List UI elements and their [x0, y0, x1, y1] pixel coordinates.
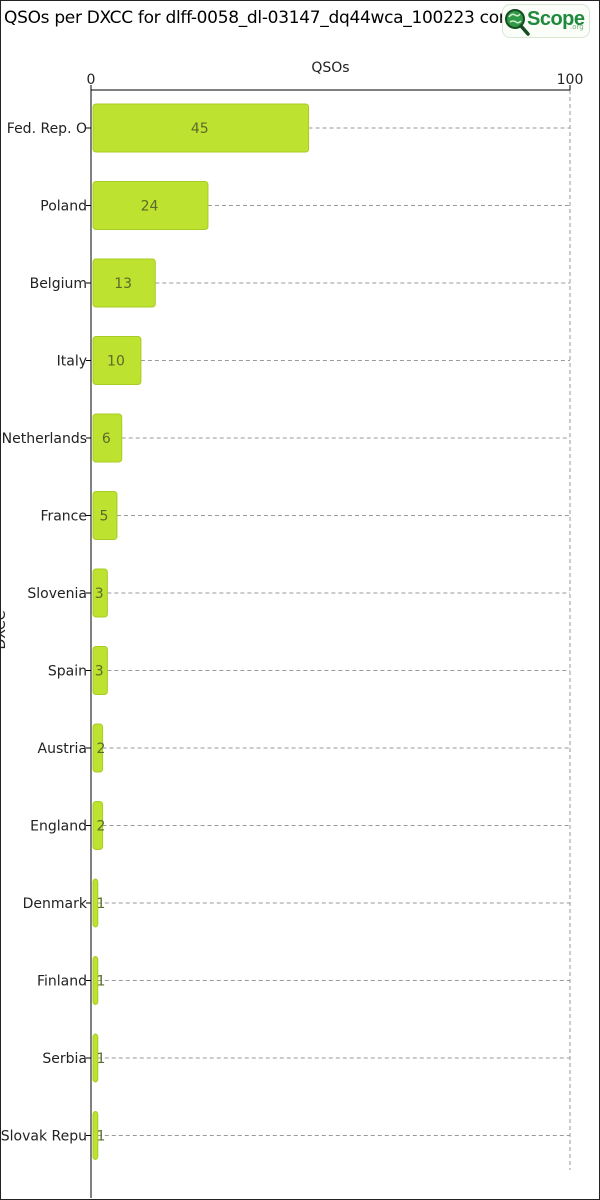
- data-label: 3: [95, 664, 104, 680]
- bar-12: [92, 1033, 99, 1083]
- category-label: Finland: [37, 974, 87, 990]
- category-label: Fed. Rep. O: [7, 121, 87, 137]
- category-label: England: [30, 819, 87, 835]
- grid-lines: [97, 90, 571, 1170]
- bar-5: [92, 491, 118, 540]
- bar-13: [92, 1111, 99, 1160]
- bar-3: [92, 336, 142, 385]
- logo-text: Scope: [527, 8, 585, 30]
- bar-8: [92, 723, 104, 773]
- data-label: 1: [97, 896, 106, 912]
- data-label: 10: [107, 354, 125, 370]
- category-label: Denmark: [23, 896, 88, 912]
- category-label: Italy: [57, 354, 87, 370]
- data-label: 1: [97, 974, 106, 990]
- data-label: 24: [141, 199, 159, 215]
- x-axis-title: QSOs: [311, 60, 349, 76]
- axes: [86, 85, 571, 1198]
- data-label: 45: [191, 121, 209, 137]
- bar-4: [92, 413, 123, 463]
- bars: [92, 103, 310, 1160]
- category-label: Austria: [38, 741, 87, 757]
- data-label: 1: [97, 1129, 106, 1145]
- x-tick-label: 100: [557, 72, 584, 88]
- bar-2: [92, 258, 156, 308]
- category-label: Netherlands: [2, 431, 87, 447]
- bar-10: [92, 878, 99, 928]
- labels: 0 100 QSOs DXCC Fed. Rep. O 45 Poland 24 Belgium…: [0, 60, 583, 1145]
- data-label: 3: [95, 586, 104, 602]
- bar-0: [92, 103, 310, 153]
- data-label: 6: [102, 431, 111, 447]
- data-label: 13: [114, 276, 132, 292]
- category-label: Spain: [48, 664, 87, 680]
- category-label: Slovenia: [27, 586, 87, 602]
- category-label: Belgium: [30, 276, 87, 292]
- bar-1: [92, 181, 209, 230]
- qrzscope-logo[interactable]: Scope .org: [502, 4, 590, 38]
- category-label: Serbia: [42, 1051, 87, 1067]
- logo-subtext: .org: [570, 23, 584, 31]
- x-tick-label: 0: [87, 72, 96, 88]
- category-label: Slovak Repu: [1, 1129, 87, 1145]
- data-label: 2: [97, 819, 106, 835]
- category-label: Poland: [40, 199, 87, 215]
- data-label: 1: [97, 1051, 106, 1067]
- y-axis-title: DXCC: [0, 610, 9, 649]
- data-label: 2: [97, 741, 106, 757]
- bar-7: [92, 646, 108, 695]
- bar-11: [92, 956, 99, 1005]
- bar-9: [92, 801, 104, 850]
- category-label: France: [40, 509, 87, 525]
- data-label: 5: [100, 509, 109, 525]
- bar-6: [92, 568, 108, 618]
- chart-title: QSOs per DXCC for dlff-0058_dl-03147_dq4…: [4, 8, 504, 28]
- magnifier-globe-icon: [505, 9, 530, 36]
